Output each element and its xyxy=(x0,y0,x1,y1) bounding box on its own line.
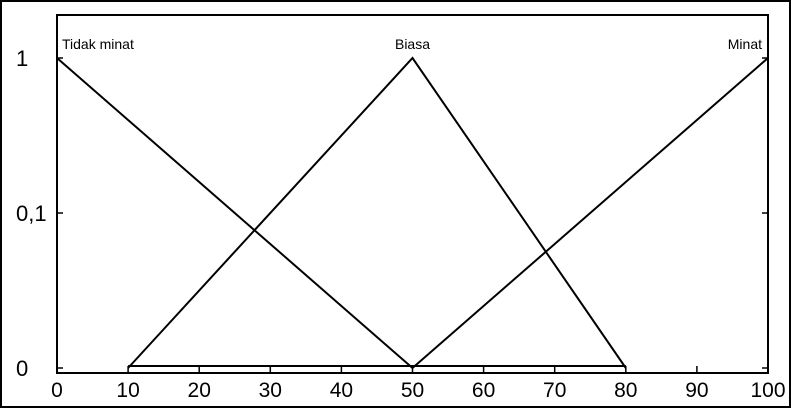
y-axis: 00,11 xyxy=(16,46,768,381)
x-tick-label: 80 xyxy=(614,379,637,402)
x-tick-label: 90 xyxy=(685,379,708,402)
y-tick-label: 0,1 xyxy=(16,201,47,226)
x-tick-label: 30 xyxy=(259,379,282,402)
y-tick-label: 0 xyxy=(16,356,28,381)
x-tick-label: 20 xyxy=(188,379,211,402)
series-lines xyxy=(56,56,769,369)
series-labels: Tidak minat Biasa Minat xyxy=(62,36,762,52)
x-tick-label: 40 xyxy=(330,379,353,402)
plot-area-border xyxy=(56,14,769,374)
x-tick-label: 0 xyxy=(51,379,63,402)
series-label-minat: Minat xyxy=(728,36,762,52)
x-tick-label: 10 xyxy=(116,379,139,402)
x-tick-label: 50 xyxy=(401,379,424,402)
series-label-biasa: Biasa xyxy=(395,36,430,52)
y-tick-label: 1 xyxy=(16,46,28,71)
series-label-tidak-minat: Tidak minat xyxy=(62,36,134,52)
x-axis: 0 10 20 30 40 50 60 70 80 90 100 xyxy=(51,366,786,402)
x-tick-label: 70 xyxy=(543,379,566,402)
series-line-tidak-minat xyxy=(56,57,414,369)
series-line-minat xyxy=(411,57,769,369)
series-line-biasa xyxy=(127,56,627,369)
x-tick-label: 60 xyxy=(472,379,495,402)
x-tick-label: 100 xyxy=(750,379,785,402)
